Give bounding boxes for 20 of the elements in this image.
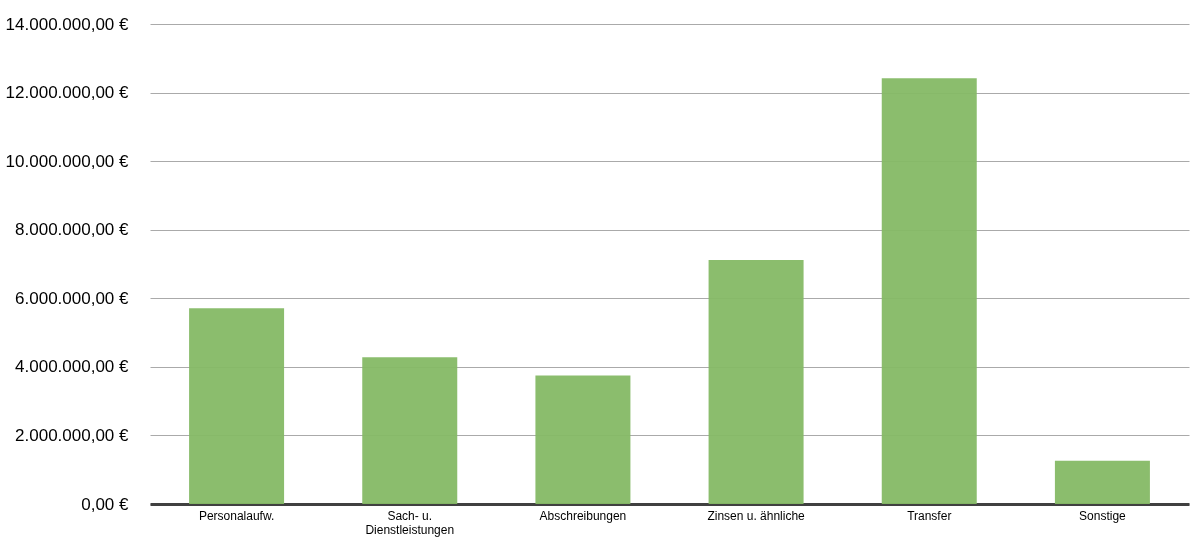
y-tick-label: 2.000.000,00 € bbox=[15, 425, 130, 445]
bar bbox=[362, 357, 458, 504]
bar bbox=[189, 308, 285, 504]
y-tick-label: 0,00 € bbox=[81, 494, 130, 514]
x-tick-label: Zinsen u. ähnliche bbox=[707, 508, 806, 523]
x-tick-label: Personalaufw. bbox=[198, 508, 275, 523]
x-tick-label: Sonstige bbox=[1079, 508, 1127, 523]
y-tick-label: 10.000.000,00 € bbox=[5, 151, 130, 171]
y-tick-label: 12.000.000,00 € bbox=[5, 83, 130, 103]
bar bbox=[881, 78, 977, 504]
bar bbox=[1054, 460, 1150, 504]
x-tick-label: Sach- u. Dienstleistungen bbox=[365, 508, 455, 537]
bar bbox=[708, 259, 804, 504]
x-tick-label: Transfer bbox=[907, 508, 952, 523]
bar bbox=[535, 375, 631, 504]
x-tick-label: Abschreibungen bbox=[539, 508, 627, 523]
y-tick-label: 8.000.000,00 € bbox=[15, 220, 130, 240]
y-tick-label: 14.000.000,00 € bbox=[5, 14, 130, 34]
y-tick-label: 6.000.000,00 € bbox=[15, 288, 130, 308]
y-tick-label: 4.000.000,00 € bbox=[15, 357, 130, 377]
